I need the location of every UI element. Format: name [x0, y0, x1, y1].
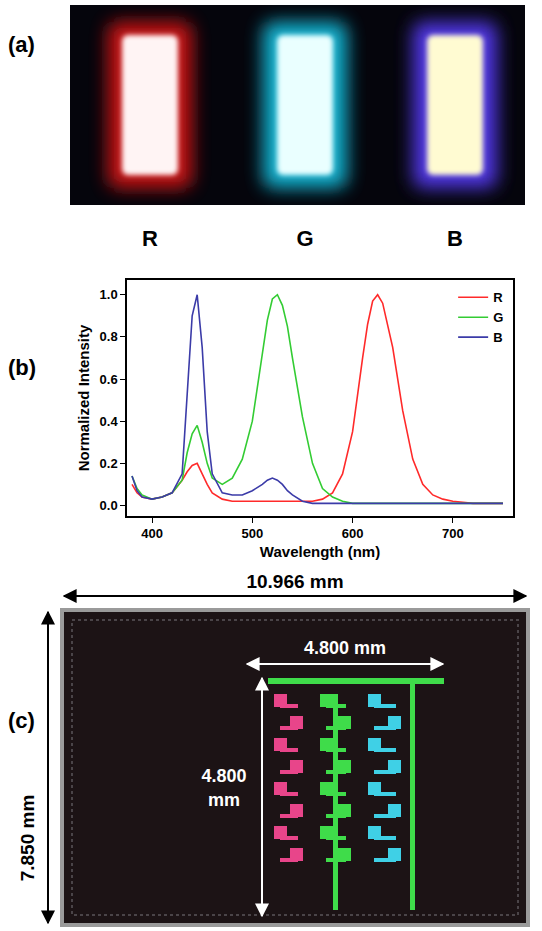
svg-text:0.2: 0.2 — [100, 456, 118, 471]
svg-text:600: 600 — [342, 526, 364, 541]
svg-text:10.966 mm: 10.966 mm — [246, 571, 343, 592]
svg-text:4.800mm: 4.800mm — [201, 766, 246, 810]
svg-text:1.0: 1.0 — [100, 287, 118, 302]
svg-text:(a): (a) — [8, 32, 35, 57]
svg-text:R: R — [493, 290, 503, 305]
svg-text:700: 700 — [442, 526, 464, 541]
svg-text:4.800 mm: 4.800 mm — [304, 638, 386, 658]
svg-text:R: R — [142, 226, 158, 251]
svg-text:G: G — [493, 310, 503, 325]
svg-text:0.0: 0.0 — [100, 498, 118, 513]
svg-text:0.8: 0.8 — [100, 329, 118, 344]
svg-text:Normalized Intensity: Normalized Intensity — [75, 324, 92, 471]
svg-text:0.4: 0.4 — [100, 414, 119, 429]
svg-text:(c): (c) — [8, 708, 35, 733]
html-text:(b): (b) — [8, 355, 37, 380]
svg-text:500: 500 — [241, 526, 263, 541]
svg-text:B: B — [493, 330, 502, 345]
svg-text:G: G — [296, 226, 313, 251]
svg-text:B: B — [447, 226, 463, 251]
svg-text:0.6: 0.6 — [100, 372, 118, 387]
svg-text:Wavelength (nm): Wavelength (nm) — [260, 543, 380, 560]
svg-text:7.850 mm: 7.850 mm — [17, 795, 38, 882]
svg-text:400: 400 — [141, 526, 163, 541]
